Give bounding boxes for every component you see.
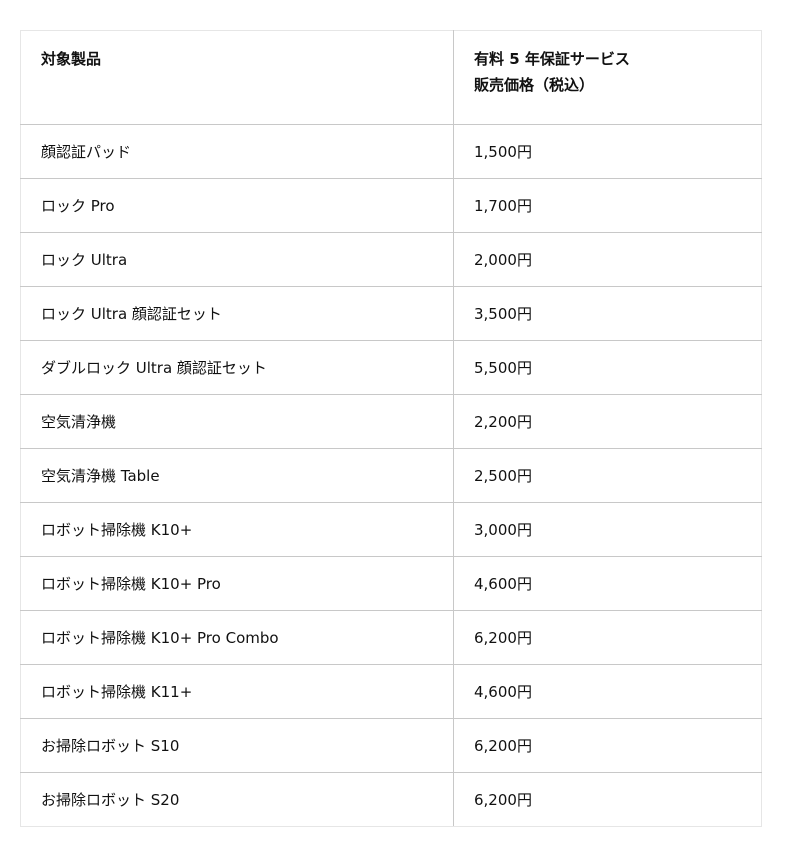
header-price: 有料 5 年保証サービス 販売価格（税込） [453,30,762,125]
price-cell: 6,200円 [453,772,762,827]
table-row: お掃除ロボット S20 6,200円 [20,772,762,827]
price-cell: 6,200円 [453,718,762,773]
price-cell: 4,600円 [453,556,762,611]
price-cell: 5,500円 [453,340,762,395]
table-row: 空気清浄機 Table 2,500円 [20,448,762,503]
price-cell: 2,500円 [453,448,762,503]
header-product: 対象製品 [20,30,454,125]
price-cell: 3,000円 [453,502,762,557]
price-cell: 3,500円 [453,286,762,341]
table-row: ロボット掃除機 K10+ 3,000円 [20,502,762,557]
price-cell: 6,200円 [453,610,762,665]
table-row: お掃除ロボット S10 6,200円 [20,718,762,773]
price-cell: 4,600円 [453,664,762,719]
product-cell: ロボット掃除機 K11+ [20,664,454,719]
table-header-row: 対象製品 有料 5 年保証サービス 販売価格（税込） [20,30,762,125]
warranty-price-table: 対象製品 有料 5 年保証サービス 販売価格（税込） 顔認証パッド 1,500円ロ… [20,30,762,827]
table-row: ダブルロック Ultra 顔認証セット 5,500円 [20,340,762,395]
table-row: ロック Ultra 2,000円 [20,232,762,287]
product-cell: 顔認証パッド [20,124,454,179]
table-row: ロボット掃除機 K11+ 4,600円 [20,664,762,719]
product-cell: ロボット掃除機 K10+ Pro Combo [20,610,454,665]
product-cell: ロボット掃除機 K10+ Pro [20,556,454,611]
product-cell: ロック Pro [20,178,454,233]
product-cell: 空気清浄機 [20,394,454,449]
header-price-line2: 販売価格（税込） [474,76,595,94]
table-row: ロック Pro 1,700円 [20,178,762,233]
product-cell: お掃除ロボット S20 [20,772,454,827]
product-cell: お掃除ロボット S10 [20,718,454,773]
product-cell: ロボット掃除機 K10+ [20,502,454,557]
table-row: ロボット掃除機 K10+ Pro Combo 6,200円 [20,610,762,665]
price-cell: 2,200円 [453,394,762,449]
price-cell: 2,000円 [453,232,762,287]
product-cell: ロック Ultra [20,232,454,287]
header-price-line1: 有料 5 年保証サービス [474,50,630,68]
table-row: 顔認証パッド 1,500円 [20,124,762,179]
product-cell: 空気清浄機 Table [20,448,454,503]
price-cell: 1,500円 [453,124,762,179]
table-row: ロボット掃除機 K10+ Pro 4,600円 [20,556,762,611]
table-row: 空気清浄機 2,200円 [20,394,762,449]
price-cell: 1,700円 [453,178,762,233]
product-cell: ロック Ultra 顔認証セット [20,286,454,341]
table-row: ロック Ultra 顔認証セット 3,500円 [20,286,762,341]
product-cell: ダブルロック Ultra 顔認証セット [20,340,454,395]
